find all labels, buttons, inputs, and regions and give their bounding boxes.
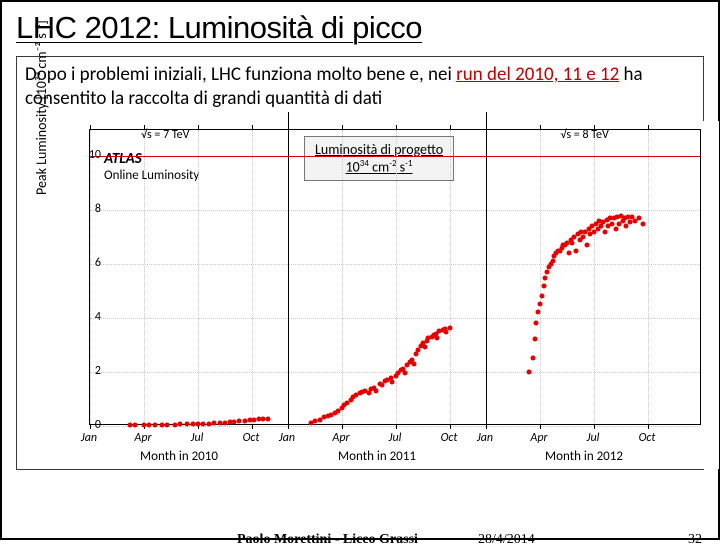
month-label: Oct <box>243 431 260 445</box>
subtitle-pre: Dopo i problemi iniziali, LHC funziona m… <box>25 63 456 86</box>
slide-title: LHC 2012: Luminosità di picco <box>16 10 704 46</box>
month-label: Oct <box>639 431 656 445</box>
chart-container: Peak Luminosity [10³³ cm⁻² s⁻¹] ATLAS On… <box>31 121 689 469</box>
month-label: Apr <box>332 431 349 445</box>
footer-date: 28/4/2014 <box>478 532 535 548</box>
y-tick: 0 <box>67 418 101 432</box>
y-tick: 2 <box>67 364 101 378</box>
x-month-labels: JanAprJulOctJanAprJulOctJanAprJulOct <box>89 431 701 445</box>
lumi-mid: cm <box>369 159 389 176</box>
month-label: Jan <box>81 431 97 445</box>
month-label: Jul <box>389 431 402 445</box>
y-tick: 10 <box>67 148 101 162</box>
year-label: Month in 2011 <box>338 449 416 464</box>
atlas-label: ATLAS Online Luminosity <box>104 150 199 184</box>
lumi-line1: Luminosità di progetto <box>315 141 443 159</box>
energy-label: √s = 8 TeV <box>560 128 608 142</box>
month-label: Apr <box>134 431 151 445</box>
slide: LHC 2012: Luminosità di picco Dopo i pro… <box>0 0 720 540</box>
y-tick: 6 <box>67 256 101 270</box>
lumi-mid2: s <box>397 159 406 176</box>
subtitle-run: run del 2010, 11 e 12 <box>456 63 619 86</box>
y-tick: 4 <box>67 310 101 324</box>
lumi-line2: 1034 cm-2 s-1 <box>315 158 443 176</box>
y-axis-label: Peak Luminosity [10³³ cm⁻² s⁻¹] <box>33 20 50 195</box>
subtitle: Dopo i problemi iniziali, LHC funziona m… <box>17 57 703 121</box>
energy-label: √s = 7 TeV <box>141 128 189 142</box>
month-label: Jul <box>191 431 204 445</box>
month-label: Jan <box>477 431 493 445</box>
year-label: Month in 2012 <box>545 449 623 464</box>
design-luminosity-box: Luminosità di progetto 1034 cm-2 s-1 <box>304 136 454 182</box>
month-label: Jan <box>279 431 295 445</box>
lumi-pre: 10 <box>346 159 360 176</box>
plot-area: ATLAS Online Luminosity Luminosità di pr… <box>89 129 701 425</box>
month-label: Jul <box>587 431 600 445</box>
x-year-labels: Month in 2010 Month in 2011 Month in 2012 <box>89 449 701 465</box>
y-tick: 8 <box>67 202 101 216</box>
content-box: Dopo i problemi iniziali, LHC funziona m… <box>16 56 704 470</box>
month-label: Apr <box>530 431 547 445</box>
year-label: Month in 2010 <box>140 449 218 464</box>
month-label: Oct <box>441 431 458 445</box>
luminosity-chart: Peak Luminosity [10³³ cm⁻² s⁻¹] ATLAS On… <box>31 121 719 469</box>
footer-page: 32 <box>688 532 702 548</box>
footer-author: Paolo Morettini - Liceo Grassi <box>237 532 418 548</box>
lumi-sup3: -1 <box>405 158 412 169</box>
atlas-bold: ATLAS <box>104 150 199 168</box>
lumi-sup1: 34 <box>360 158 369 169</box>
title-bar: LHC 2012: Luminosità di picco <box>2 2 718 52</box>
atlas-sub: Online Luminosity <box>104 168 199 184</box>
